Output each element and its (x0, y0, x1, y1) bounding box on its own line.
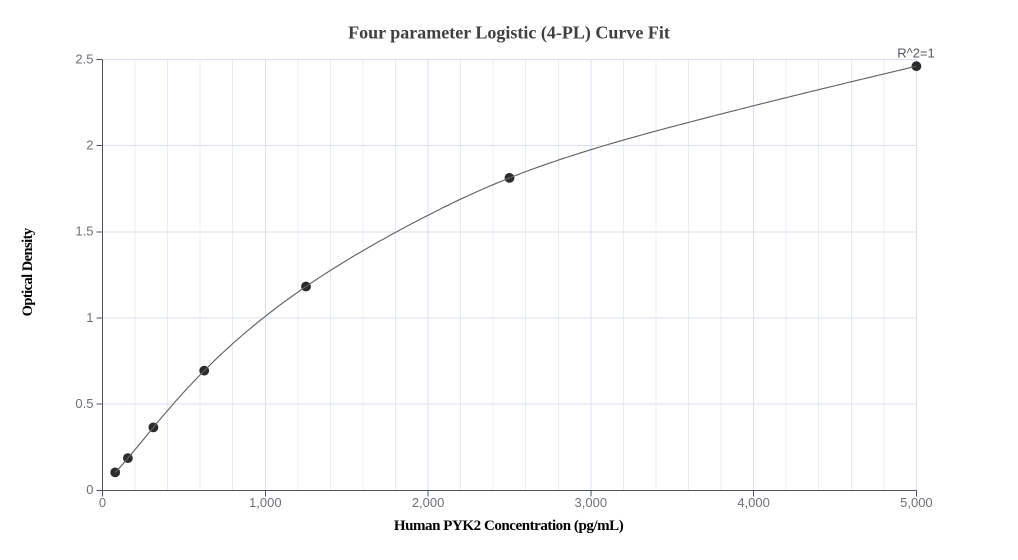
svg-text:4,000: 4,000 (737, 495, 770, 510)
svg-text:0.5: 0.5 (75, 396, 93, 411)
svg-text:5,000: 5,000 (900, 495, 933, 510)
svg-text:0: 0 (99, 495, 106, 510)
svg-text:2,000: 2,000 (412, 495, 445, 510)
svg-text:1,000: 1,000 (249, 495, 282, 510)
svg-text:Human PYK2 Concentration (pg/m: Human PYK2 Concentration (pg/mL) (394, 518, 624, 534)
svg-text:Optical Density: Optical Density (20, 227, 36, 316)
svg-text:1: 1 (86, 310, 93, 325)
svg-text:1.5: 1.5 (75, 224, 93, 239)
svg-text:Four parameter Logistic (4-PL): Four parameter Logistic (4-PL) Curve Fit (348, 23, 670, 44)
svg-text:2.5: 2.5 (75, 51, 93, 66)
svg-text:2: 2 (86, 138, 93, 153)
svg-text:0: 0 (86, 482, 93, 497)
svg-text:R^2=1: R^2=1 (897, 46, 935, 61)
svg-text:3,000: 3,000 (575, 495, 608, 510)
